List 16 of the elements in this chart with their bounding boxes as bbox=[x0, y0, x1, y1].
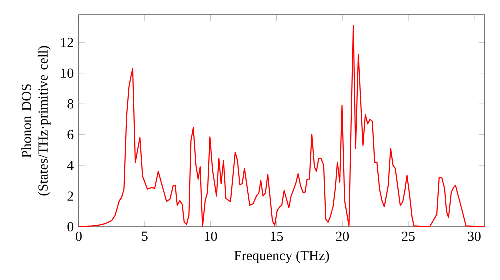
y-tick-label: 8 bbox=[68, 99, 74, 109]
y-tick-label: 4 bbox=[67, 160, 74, 170]
x-tick-label: 10 bbox=[205, 232, 218, 242]
y-tick-label: 10 bbox=[61, 68, 74, 78]
x-tick-label: 0 bbox=[76, 232, 82, 242]
y-tick-label: 6 bbox=[68, 130, 74, 140]
x-tick-label: 30 bbox=[468, 232, 481, 242]
y-tick-label: 12 bbox=[61, 38, 74, 48]
x-tick-label: 5 bbox=[142, 232, 148, 242]
x-tick-label: 25 bbox=[402, 232, 415, 242]
x-tick-label: 15 bbox=[271, 232, 284, 242]
x-axis-title: Frequency (THz) bbox=[234, 250, 330, 264]
y-axis-title: Phonon DOS (States/THz·primitive cell) bbox=[22, 46, 51, 196]
x-tick-label: 20 bbox=[336, 232, 350, 242]
y-tick-label: 0 bbox=[68, 222, 74, 232]
y-tick-label: 2 bbox=[68, 192, 74, 201]
